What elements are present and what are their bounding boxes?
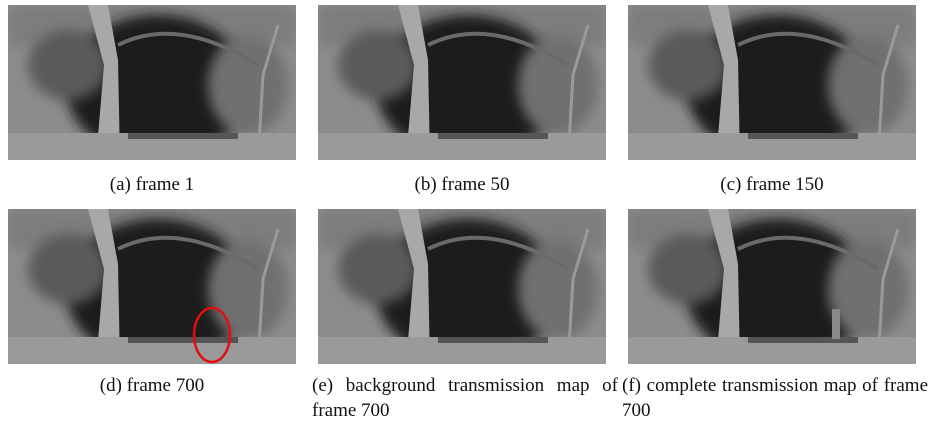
caption: (f) complete transmission map of frame 7… [622, 373, 928, 423]
frame-image [628, 209, 916, 364]
frame-image [8, 209, 296, 364]
figure: (a) frame 1 (b) frame 50 (c) frame 150 (… [0, 0, 928, 431]
caption: (d) frame 700 [8, 373, 296, 398]
caption: (b) frame 50 [318, 172, 606, 197]
caption: (c) frame 150 [628, 172, 916, 197]
frame-image [318, 209, 606, 364]
frame-image [8, 5, 296, 160]
frame-image [318, 5, 606, 160]
caption: (a) frame 1 [8, 172, 296, 197]
caption: (e) background transmission map of frame… [312, 373, 618, 423]
person-silhouette [832, 309, 840, 339]
frame-image [628, 5, 916, 160]
